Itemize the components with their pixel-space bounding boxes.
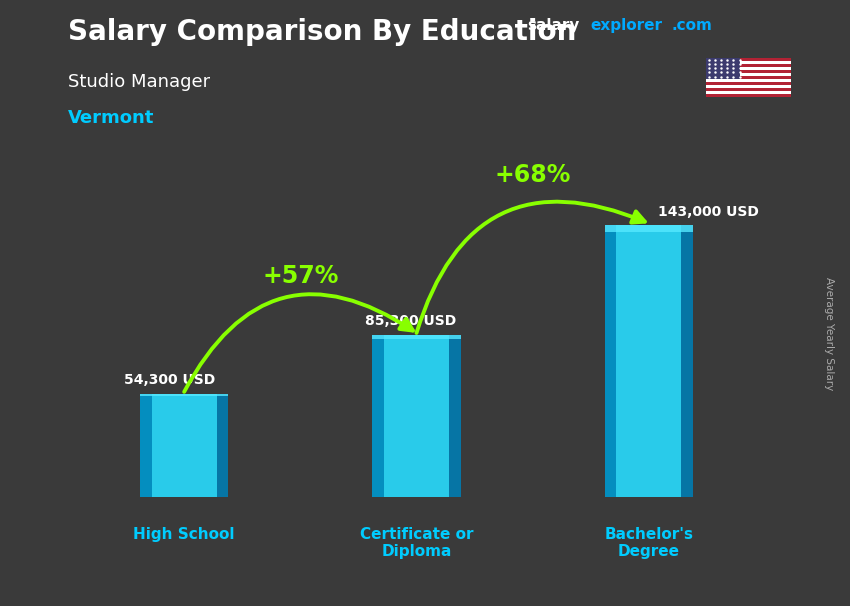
Bar <box>706 82 791 85</box>
Text: Bachelor's
Degree: Bachelor's Degree <box>604 527 694 559</box>
Text: Certificate or
Diploma: Certificate or Diploma <box>360 527 473 559</box>
Bar <box>140 394 229 497</box>
Bar <box>372 335 461 339</box>
Bar <box>706 91 791 94</box>
Bar <box>372 335 461 497</box>
Bar <box>140 394 151 497</box>
Bar <box>706 88 791 91</box>
Bar <box>706 67 791 70</box>
Text: 85,300 USD: 85,300 USD <box>366 314 456 328</box>
Bar <box>372 335 384 497</box>
Bar <box>604 225 616 497</box>
Bar <box>706 70 791 73</box>
Text: 143,000 USD: 143,000 USD <box>658 205 759 219</box>
Bar <box>706 85 791 88</box>
Text: Vermont: Vermont <box>68 109 155 127</box>
Bar <box>706 94 791 97</box>
Bar <box>706 58 740 79</box>
Bar <box>706 73 791 76</box>
Text: Average Yearly Salary: Average Yearly Salary <box>824 277 834 390</box>
Bar <box>217 394 229 497</box>
Bar <box>604 225 693 232</box>
Text: +57%: +57% <box>262 264 338 287</box>
Text: +68%: +68% <box>495 163 571 187</box>
Bar <box>706 79 791 82</box>
Text: High School: High School <box>133 527 235 542</box>
Bar <box>706 58 791 61</box>
Bar <box>449 335 461 497</box>
Text: Studio Manager: Studio Manager <box>68 73 210 91</box>
Text: salary: salary <box>527 18 580 33</box>
Bar <box>682 225 693 497</box>
Text: .com: .com <box>672 18 712 33</box>
Bar <box>604 225 693 497</box>
Bar <box>706 61 791 64</box>
Bar <box>140 394 229 396</box>
Text: Salary Comparison By Education: Salary Comparison By Education <box>68 18 576 46</box>
Bar <box>706 76 791 79</box>
Bar <box>706 64 791 67</box>
Text: explorer: explorer <box>591 18 663 33</box>
Text: 54,300 USD: 54,300 USD <box>124 373 215 387</box>
